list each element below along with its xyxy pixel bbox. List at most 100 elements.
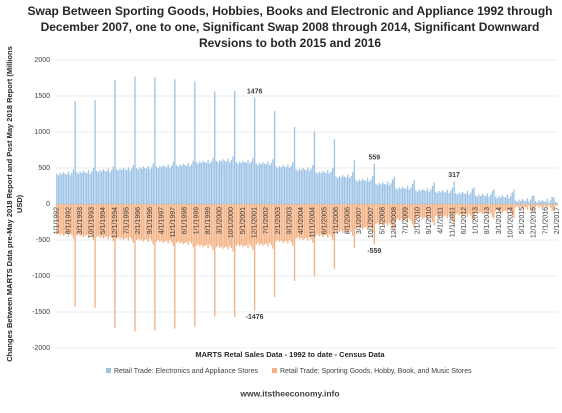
x-tick-label: 7/1/1995 bbox=[123, 207, 130, 234]
bar bbox=[385, 184, 387, 204]
bar bbox=[117, 204, 119, 238]
bar bbox=[189, 166, 191, 204]
bar bbox=[370, 204, 372, 229]
bar bbox=[491, 204, 494, 217]
bar bbox=[310, 204, 312, 240]
bar bbox=[536, 202, 538, 204]
bar bbox=[200, 204, 203, 246]
bar bbox=[413, 180, 415, 204]
bar bbox=[278, 165, 281, 204]
bar bbox=[135, 168, 138, 204]
bar bbox=[56, 204, 58, 235]
bar bbox=[82, 170, 85, 204]
bar bbox=[393, 176, 395, 204]
bar bbox=[371, 204, 374, 233]
bar bbox=[167, 204, 169, 244]
bar bbox=[59, 204, 61, 235]
bar bbox=[117, 170, 119, 204]
bar bbox=[66, 174, 68, 204]
x-tick-label: 4/1/1997 bbox=[158, 207, 165, 234]
bar bbox=[410, 204, 412, 221]
bar bbox=[57, 204, 60, 233]
bar bbox=[219, 204, 221, 248]
bar bbox=[101, 171, 103, 204]
bar bbox=[214, 204, 216, 317]
bar bbox=[293, 204, 296, 282]
bar bbox=[420, 204, 422, 217]
bar bbox=[504, 204, 507, 211]
bar bbox=[245, 162, 247, 204]
bar bbox=[195, 162, 198, 204]
bar bbox=[328, 204, 331, 235]
bar bbox=[546, 204, 548, 210]
bar bbox=[393, 204, 395, 232]
bar bbox=[553, 197, 555, 204]
bar bbox=[305, 204, 307, 238]
x-tick-label: 7/1/2002 bbox=[263, 207, 270, 234]
bar bbox=[303, 169, 306, 204]
bar bbox=[180, 165, 183, 204]
bar bbox=[225, 161, 228, 204]
bar bbox=[376, 185, 379, 204]
bar bbox=[481, 204, 484, 215]
bar bbox=[544, 201, 547, 204]
bar bbox=[453, 181, 455, 204]
bar bbox=[307, 167, 309, 204]
bar bbox=[293, 126, 296, 204]
bar bbox=[157, 204, 159, 240]
bar bbox=[112, 204, 115, 242]
bar bbox=[317, 173, 319, 204]
bar bbox=[544, 204, 547, 207]
bar bbox=[77, 204, 80, 235]
x-tick-label: 3/1/1993 bbox=[77, 207, 84, 234]
bar bbox=[202, 160, 204, 204]
bar bbox=[456, 194, 459, 204]
bar bbox=[332, 204, 334, 240]
bar bbox=[122, 204, 124, 240]
bar bbox=[385, 204, 387, 224]
bar bbox=[285, 204, 287, 241]
bar bbox=[81, 173, 83, 204]
bar bbox=[273, 111, 276, 204]
bar bbox=[367, 204, 369, 230]
bar bbox=[318, 171, 321, 204]
bar bbox=[219, 160, 221, 204]
bar bbox=[59, 173, 61, 204]
bar bbox=[172, 204, 174, 246]
x-tick-label: 12/1/2001 bbox=[251, 207, 258, 238]
bar bbox=[162, 165, 164, 204]
y-tick-label: 500 bbox=[38, 165, 50, 172]
x-tick-label: 6/1/2012 bbox=[461, 207, 468, 234]
bar bbox=[347, 174, 349, 204]
bar bbox=[74, 101, 76, 204]
bar bbox=[109, 204, 111, 236]
bar bbox=[493, 204, 495, 219]
bar bbox=[308, 170, 311, 204]
bar bbox=[79, 171, 81, 204]
bar bbox=[501, 195, 503, 204]
bar bbox=[481, 193, 484, 204]
bar bbox=[263, 204, 266, 245]
bar bbox=[483, 195, 485, 204]
bar bbox=[185, 204, 188, 243]
bar bbox=[438, 191, 440, 204]
bar bbox=[297, 170, 299, 204]
bar bbox=[446, 204, 449, 219]
bar bbox=[129, 204, 131, 238]
bar bbox=[142, 166, 144, 204]
x-tick-label: 7/1/2009 bbox=[403, 207, 410, 234]
bar bbox=[94, 100, 96, 204]
bar bbox=[172, 162, 174, 204]
bar bbox=[260, 204, 262, 244]
bar bbox=[342, 204, 344, 233]
bar bbox=[255, 163, 257, 204]
bar bbox=[139, 167, 141, 204]
bar bbox=[209, 163, 211, 204]
bar bbox=[330, 204, 332, 237]
bar bbox=[554, 201, 557, 204]
bar bbox=[207, 160, 209, 204]
bar bbox=[416, 191, 419, 204]
bar bbox=[518, 199, 520, 204]
bar bbox=[445, 192, 447, 204]
